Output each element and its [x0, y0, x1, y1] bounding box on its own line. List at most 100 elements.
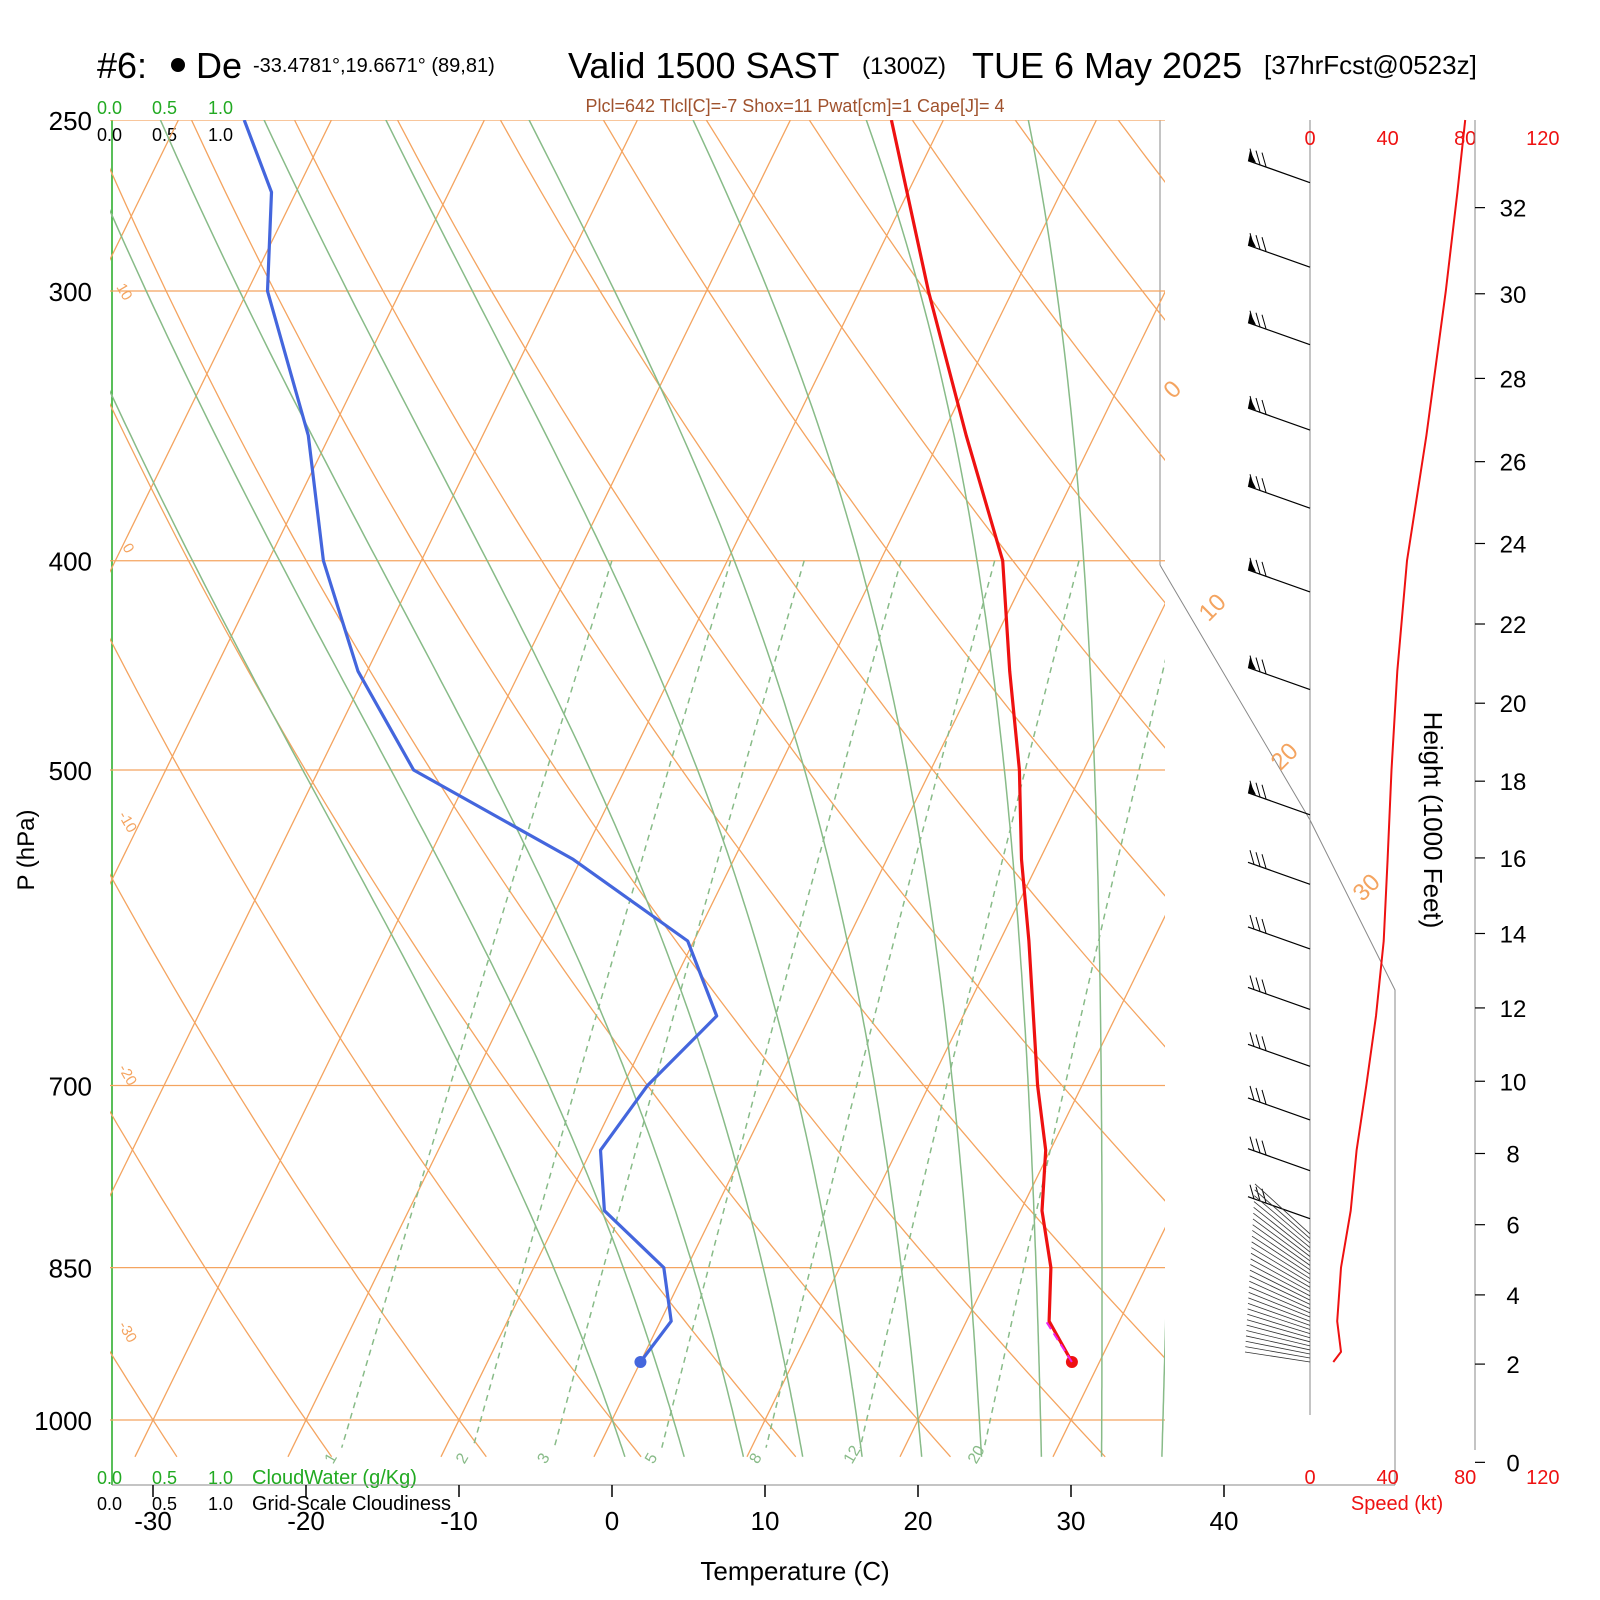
speed-tick-label-top: 120	[1526, 128, 1559, 150]
height-tick-label: 12	[1500, 996, 1527, 1023]
wind-barb-feather	[1261, 979, 1267, 994]
isotherm-line	[287, 120, 945, 1458]
wind-barb-feather	[1261, 478, 1267, 493]
wind-barb-feather	[1255, 476, 1261, 491]
valid-time: Valid 1500 SAST	[568, 45, 840, 86]
moist-adiabat-line	[692, 120, 983, 1457]
wind-barb-feather	[1261, 784, 1267, 799]
wind-barb-feather	[1255, 312, 1261, 327]
cloudiness-tick: 0.5	[152, 125, 177, 145]
wind-barb-staff	[1251, 1247, 1311, 1284]
wind-barb-feather	[1261, 237, 1267, 252]
wind-barb-feather	[1255, 977, 1261, 992]
wind-barb-staff	[1247, 569, 1311, 593]
mixing-ratio-label: 3	[535, 1450, 554, 1466]
dry-adiabat-line	[1192, 82, 1600, 1457]
wind-barb-staff	[1250, 1252, 1311, 1288]
height-tick-label: 2	[1506, 1352, 1519, 1379]
wind-barb-feather	[1255, 150, 1261, 165]
mixing-ratio-line	[661, 560, 902, 1448]
mixing-ratio-line	[859, 560, 1080, 1448]
dry-adiabat-line	[110, 167, 951, 1458]
wind-barb-staff	[1247, 926, 1311, 950]
pressure-tick-label: 250	[49, 106, 92, 136]
isotherm-label-left: 0	[119, 541, 138, 557]
wind-barb-staff	[1244, 1351, 1311, 1363]
isotherm-label-left: 10	[113, 281, 136, 304]
dry-adiabat-line	[705, 120, 1165, 749]
mixing-ratio-line	[472, 560, 732, 1448]
wind-barb-staff	[1247, 861, 1311, 885]
isotherm-labels: 0 10 20 30 10 0 -10 -20 -30	[113, 281, 1386, 1346]
wind-barb-staff	[1247, 322, 1311, 346]
wind-barb-staff	[1247, 986, 1311, 1011]
x-tick-label: 10	[751, 1506, 780, 1536]
moist-adiabat-line	[1027, 120, 1103, 1457]
station-name: De	[196, 45, 242, 86]
pressure-tick-label: 850	[49, 1254, 92, 1284]
isotherm-line	[593, 290, 1165, 1458]
wind-barb-feather	[1249, 975, 1255, 990]
x-tick-label: -10	[440, 1506, 478, 1536]
wind-barb-staff	[1246, 1319, 1311, 1339]
pressure-tick-label: 1000	[34, 1406, 92, 1436]
x-tick-label: -30	[134, 1506, 172, 1536]
moist-adiabat-line	[110, 208, 685, 1458]
utc-time: (1300Z)	[862, 53, 946, 80]
wind-barb-feather	[1255, 1138, 1261, 1153]
stability-indices: Plcl=642 Tlcl[C]=-7 Shox=11 Pwat[cm]=1 C…	[585, 96, 1004, 116]
wind-barb-feather	[1249, 1136, 1255, 1151]
mixing-ratio-label: 5	[642, 1450, 661, 1466]
isotherm-label: 10	[1194, 589, 1232, 627]
mixing-ratio-line	[983, 658, 1165, 1448]
wind-barb-feather	[1255, 235, 1261, 250]
isotherm-line	[110, 120, 180, 261]
pressure-tick-label: 700	[49, 1072, 92, 1102]
cloudiness-tick: 1.0	[208, 1494, 233, 1514]
moist-adiabat-line	[528, 120, 923, 1457]
wind-barb-staff	[1247, 1043, 1311, 1067]
wind-barb-feather	[1261, 314, 1267, 329]
x-tick-label: 30	[1057, 1506, 1086, 1536]
dry-adiabat-line	[0, 82, 22, 1457]
dry-adiabat-line	[499, 120, 1165, 1048]
mixing-ratio-label: 20	[965, 1443, 989, 1467]
height-tick-label: 10	[1500, 1069, 1527, 1096]
isotherm-label: 20	[1266, 738, 1304, 776]
forecast-date: TUE 6 May 2025	[972, 45, 1242, 86]
station-coords: -33.4781°,19.6671° (89,81)	[253, 55, 495, 77]
wind-barb-staff	[1253, 1207, 1311, 1253]
wind-barb-feather	[1249, 850, 1255, 865]
wind-barb-feather	[1249, 1184, 1255, 1199]
dry-adiabat-line	[190, 120, 1106, 1458]
cloudwater-tick: 0.0	[97, 98, 122, 118]
mixing-ratio-line	[765, 560, 996, 1448]
height-tick-label: 32	[1500, 196, 1527, 223]
wind-barb-feather	[1261, 1089, 1267, 1105]
wind-barb-staff	[1247, 1313, 1311, 1335]
wind-barb-feather	[1249, 1032, 1255, 1047]
wind-barb-staff	[1247, 666, 1311, 691]
dry-adiabat-line	[110, 402, 797, 1458]
wind-barb-feather	[1255, 1034, 1261, 1049]
wind-barb-feather	[1255, 397, 1261, 413]
isotherm-label-left: -20	[115, 1062, 141, 1089]
wind-barb-feather	[1249, 310, 1255, 325]
wind-barb-staff	[1247, 1097, 1311, 1121]
dewpoint-line	[242, 120, 719, 1363]
dry-adiabat-line	[293, 120, 1165, 1360]
moist-adiabat-line	[110, 389, 626, 1458]
wind-barb-feather	[1255, 559, 1261, 575]
x-tick-label: -20	[287, 1506, 325, 1536]
isotherm-line	[110, 120, 639, 1198]
wind-barb-feather	[1249, 474, 1255, 489]
dry-adiabat-line	[911, 120, 1165, 462]
height-tick-label: 22	[1500, 612, 1527, 639]
speed-tick-label-top: 80	[1454, 128, 1476, 150]
mixing-ratio-labels: 1 2 3 5 8 12 20	[322, 1443, 989, 1467]
height-tick-label: 14	[1500, 922, 1527, 949]
wind-barb-staff	[1246, 1330, 1311, 1347]
